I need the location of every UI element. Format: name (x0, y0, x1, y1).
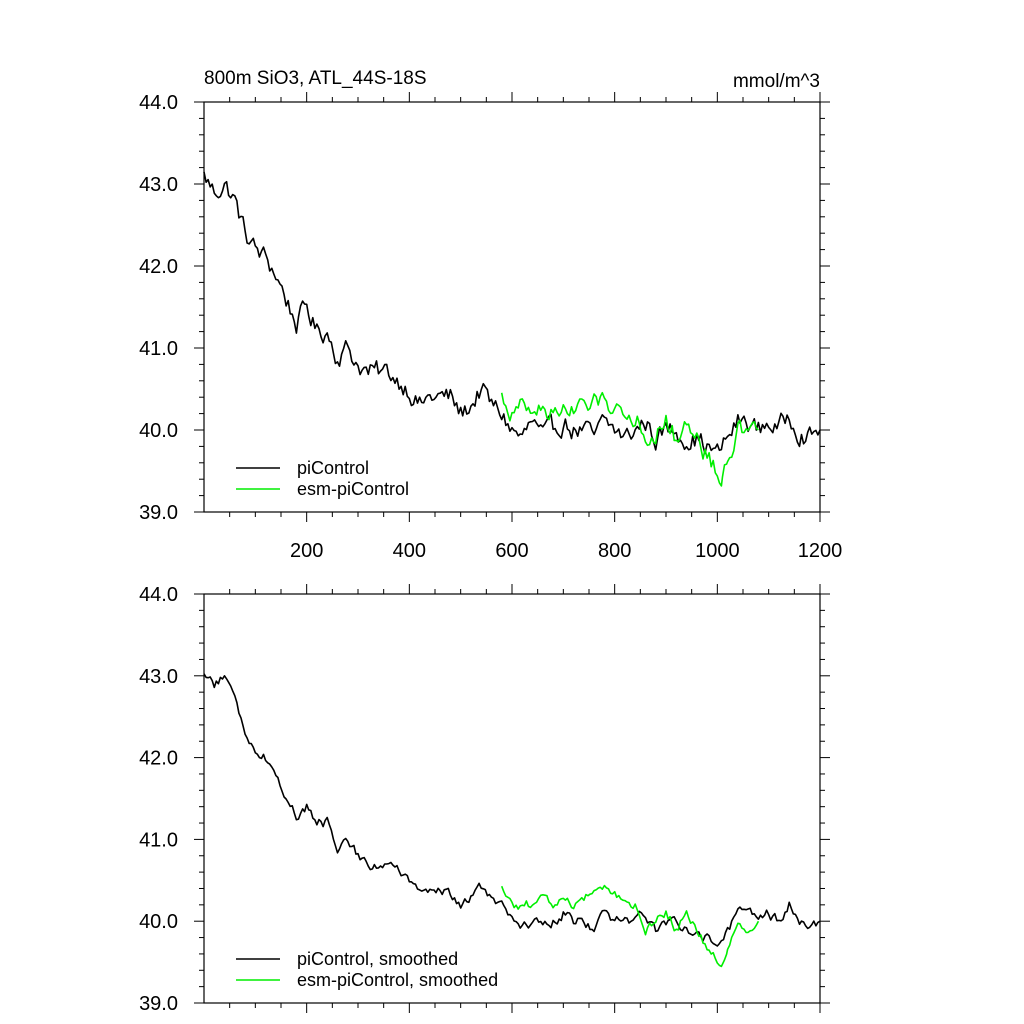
plot-frame (203, 593, 821, 1004)
legend-label: piControl (297, 458, 369, 478)
chart-title: 800m SiO3, ATL_44S-18S (204, 68, 427, 89)
y-tick-label: 41.0 (139, 829, 178, 851)
x-tick-label: 1000 (695, 540, 740, 562)
y-tick-label: 42.0 (139, 256, 178, 278)
series-line-esm-picontrol (500, 391, 759, 487)
legend-label: piControl, smoothed (297, 949, 458, 969)
y-tick-label: 39.0 (139, 993, 178, 1015)
x-tick-label: 1200 (798, 540, 843, 562)
series-line-picontrol (203, 673, 821, 947)
series-line-esm-picontrol (500, 884, 760, 968)
series-line-picontrol (203, 171, 821, 455)
x-tick-label: 800 (598, 540, 631, 562)
y-tick-label: 39.0 (139, 502, 178, 524)
top-panel: 800m SiO3, ATL_44S-18S mmol/m^3 39.0 40.0… (139, 68, 842, 562)
y-tick-label: 40.0 (139, 420, 178, 442)
units-label: mmol/m^3 (733, 71, 820, 92)
y-tick-label: 42.0 (139, 748, 178, 770)
bottom-panel: 39.0 40.0 41.0 42.0 43.0 44.0 piControl, smoot… (139, 584, 830, 1015)
x-tick-label: 200 (290, 540, 323, 562)
y-tick-label: 43.0 (139, 666, 178, 688)
plot-frame (203, 101, 821, 513)
y-tick-label: 44.0 (139, 92, 178, 114)
y-tick-label: 43.0 (139, 174, 178, 196)
y-tick-label: 41.0 (139, 338, 178, 360)
legend-label: esm-piControl, smoothed (297, 970, 498, 990)
x-tick-label: 600 (495, 540, 528, 562)
y-tick-label: 40.0 (139, 911, 178, 933)
y-tick-label: 44.0 (139, 584, 178, 606)
x-tick-label: 400 (393, 540, 426, 562)
legend-label: esm-piControl (297, 479, 409, 499)
